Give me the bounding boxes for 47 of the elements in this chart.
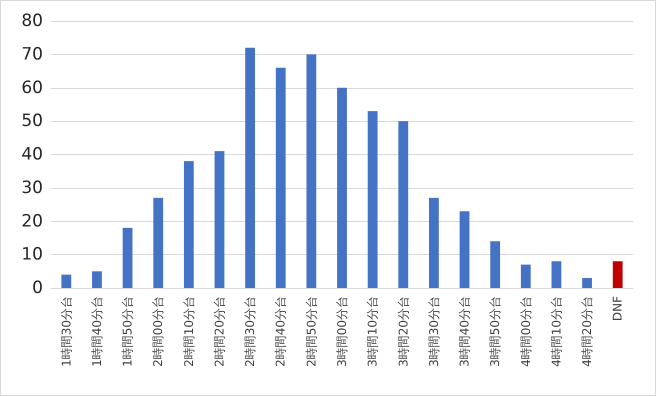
bar <box>306 54 316 288</box>
y-tick-label: 50 <box>21 111 43 132</box>
bar <box>582 278 592 288</box>
y-tick-label: 60 <box>21 78 43 98</box>
bar <box>153 198 164 288</box>
x-tick-label: DNF <box>610 296 625 322</box>
bar <box>368 111 378 288</box>
y-tick-label: 30 <box>21 178 43 198</box>
x-tick-label: 3時間10分台 <box>366 296 380 367</box>
x-tick-label: 4時間10分台 <box>549 296 564 367</box>
bar <box>460 211 470 288</box>
x-tick-label: 1時間50分台 <box>120 296 135 367</box>
bar <box>552 261 562 288</box>
x-tick-label: 3時間30分台 <box>426 296 441 367</box>
bar <box>428 198 439 288</box>
x-tick-label: 3時間20分台 <box>396 296 410 367</box>
bar <box>337 88 347 288</box>
bar <box>490 241 500 288</box>
y-tick-label: 80 <box>21 11 43 31</box>
y-tick-label: 10 <box>21 244 43 265</box>
x-tick-label: 2時間30分台 <box>243 296 258 367</box>
bar <box>276 68 286 288</box>
y-tick-label: 0 <box>32 278 43 298</box>
bar <box>92 271 102 288</box>
bar <box>612 261 623 288</box>
y-tick-label: 20 <box>21 211 43 232</box>
bar <box>61 274 72 288</box>
x-tick-label: 3時間40分台 <box>458 296 472 367</box>
x-tick-label: 2時間50分台 <box>304 296 318 367</box>
bar <box>398 121 408 288</box>
x-tick-label: 2時間00分台 <box>151 296 166 367</box>
x-tick-label: 4時間00分台 <box>518 296 533 367</box>
x-tick-label: 3時間50分台 <box>488 296 502 367</box>
bar <box>245 48 256 288</box>
x-tick-label: 4時間20分台 <box>580 296 594 367</box>
x-tick-label: 3時間00分台 <box>335 296 349 367</box>
x-tick-label: 2時間20分台 <box>212 296 226 367</box>
y-tick-label: 70 <box>21 44 43 64</box>
x-tick-label: 2時間10分台 <box>182 296 196 367</box>
bar <box>122 228 132 288</box>
bar <box>184 161 194 288</box>
y-tick-label: 40 <box>21 144 43 164</box>
x-tick-label: 1時間40分台 <box>90 296 104 367</box>
bar <box>214 151 224 288</box>
bar <box>520 264 531 288</box>
x-tick-label: 2時間40分台 <box>274 296 288 367</box>
x-tick-label: 1時間30分台 <box>59 296 74 367</box>
